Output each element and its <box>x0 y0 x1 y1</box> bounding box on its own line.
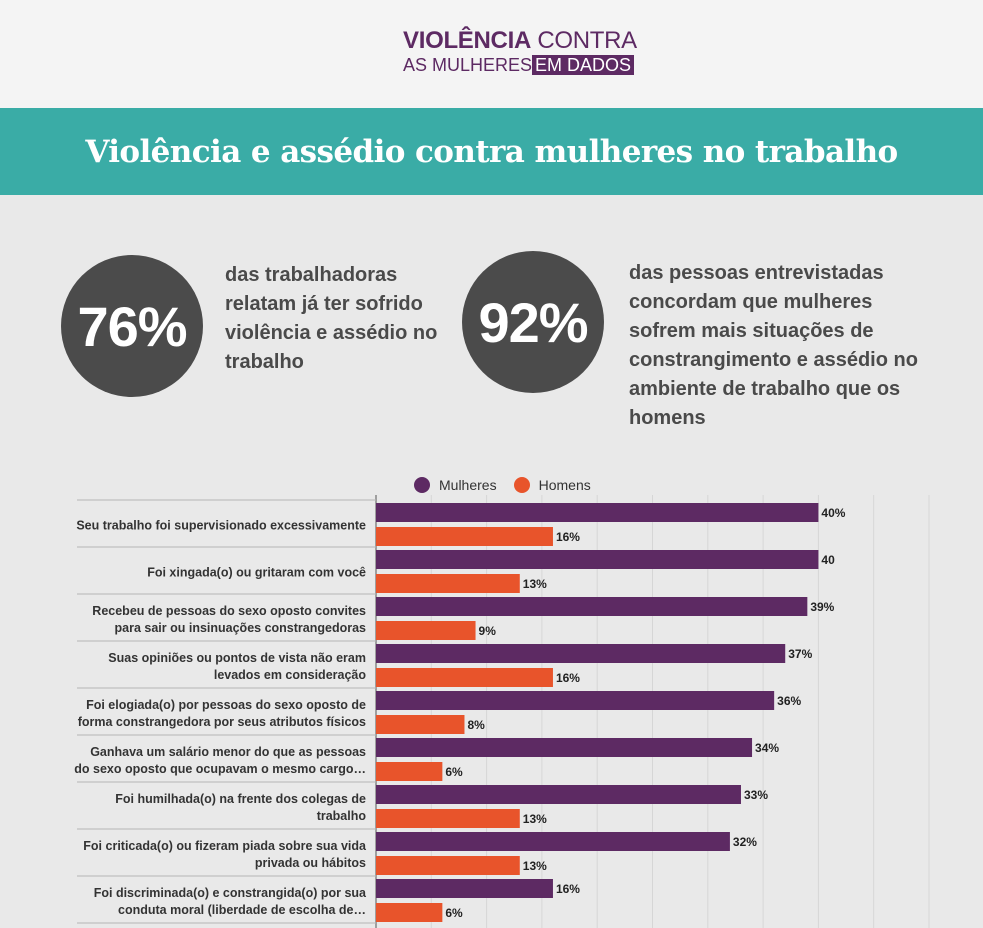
category-label: conduta moral (liberdade de escolha de… <box>118 903 366 917</box>
bar-mulheres <box>376 550 819 569</box>
stat-circle-76: 76% <box>61 255 203 397</box>
category-label: Suas opiniões ou pontos de vista não era… <box>108 651 366 665</box>
bar-mulheres <box>376 691 775 710</box>
bar-homens <box>376 527 553 546</box>
stat-text-76: das trabalhadoras relatam já ter sofrido… <box>225 264 438 373</box>
legend-label-mulheres: Mulheres <box>439 477 497 493</box>
data-label: 36% <box>777 694 801 708</box>
bar-homens <box>376 621 476 640</box>
data-label: 16% <box>556 671 580 685</box>
data-label: 33% <box>744 788 768 802</box>
data-label: 40 <box>821 553 835 567</box>
data-label: 39% <box>810 600 834 614</box>
category-label: Ganhava um salário menor do que as pesso… <box>90 745 366 759</box>
bar-chart: Seu trabalho foi supervisionado excessiv… <box>74 495 930 928</box>
logo-line2-a: AS MULHERES <box>403 55 533 75</box>
bar-homens <box>376 668 553 687</box>
data-label: 34% <box>755 741 779 755</box>
category-label: levados em consideração <box>214 668 367 682</box>
legend-item-homens: Homens <box>513 477 591 493</box>
bar-mulheres <box>376 503 819 522</box>
category-label: Foi elogiada(o) por pessoas do sexo opos… <box>86 698 366 712</box>
legend-swatch-mulheres <box>414 477 430 493</box>
logo-word-2: CONTRA <box>537 27 637 54</box>
bar-homens <box>376 715 465 734</box>
category-label: Foi criticada(o) ou fizeram piada sobre … <box>83 839 367 853</box>
legend-item-mulheres: Mulheres <box>414 477 497 493</box>
top-bar: VIOLÊNCIA CONTRA AS MULHERES EM DADOS <box>0 0 983 108</box>
page-title: Violência e assédio contra mulheres no t… <box>85 133 898 170</box>
data-label: 13% <box>523 577 547 591</box>
chart-legend: Mulheres Homens <box>414 477 608 493</box>
data-label: 40% <box>821 506 845 520</box>
data-label: 13% <box>523 812 547 826</box>
data-label: 8% <box>467 718 485 732</box>
data-label: 32% <box>733 835 757 849</box>
bar-homens <box>376 809 520 828</box>
category-label: privada ou hábitos <box>255 856 366 870</box>
data-label: 6% <box>445 765 463 779</box>
bar-mulheres <box>376 832 730 851</box>
logo-word-1: VIOLÊNCIA <box>403 27 531 54</box>
data-label: 16% <box>556 530 580 544</box>
stat-text-92: das pessoas entrevistadas concordam que … <box>629 262 918 429</box>
bar-homens <box>376 856 520 875</box>
bar-mulheres <box>376 785 741 804</box>
bar-mulheres <box>376 644 786 663</box>
data-label: 9% <box>479 624 497 638</box>
bar-mulheres <box>376 597 808 616</box>
category-label: forma constrangedora por seus atributos … <box>78 715 366 729</box>
bar-mulheres <box>376 738 753 757</box>
legend-swatch-homens <box>513 477 530 493</box>
bar-homens <box>376 574 520 593</box>
stat-circle-92: 92% <box>462 251 604 393</box>
category-label: Seu trabalho foi supervisionado excessiv… <box>76 519 366 533</box>
legend-label-homens: Homens <box>538 477 591 493</box>
category-label: Foi discriminada(o) e constrangida(o) po… <box>94 886 367 900</box>
category-label: do sexo oposto que ocupavam o mesmo carg… <box>74 762 366 776</box>
bar-mulheres <box>376 879 553 898</box>
category-label: Foi humilhada(o) na frente dos colegas d… <box>115 792 366 806</box>
data-label: 13% <box>523 859 547 873</box>
data-label: 16% <box>556 882 580 896</box>
data-label: 6% <box>445 906 463 920</box>
category-label: para sair ou insinuações constrangedoras <box>115 621 367 635</box>
bar-homens <box>376 762 443 781</box>
logo-line2-b: EM DADOS <box>532 55 635 75</box>
title-banner: Violência e assédio contra mulheres no t… <box>0 108 983 195</box>
category-label: Recebeu de pessoas do sexo oposto convit… <box>92 604 366 618</box>
bar-homens <box>376 903 443 922</box>
data-label: 37% <box>788 647 812 661</box>
site-logo[interactable]: VIOLÊNCIA CONTRA AS MULHERES EM DADOS <box>403 28 637 76</box>
category-label: trabalho <box>317 809 367 823</box>
category-label: Foi xingada(o) ou gritaram com você <box>147 566 366 580</box>
